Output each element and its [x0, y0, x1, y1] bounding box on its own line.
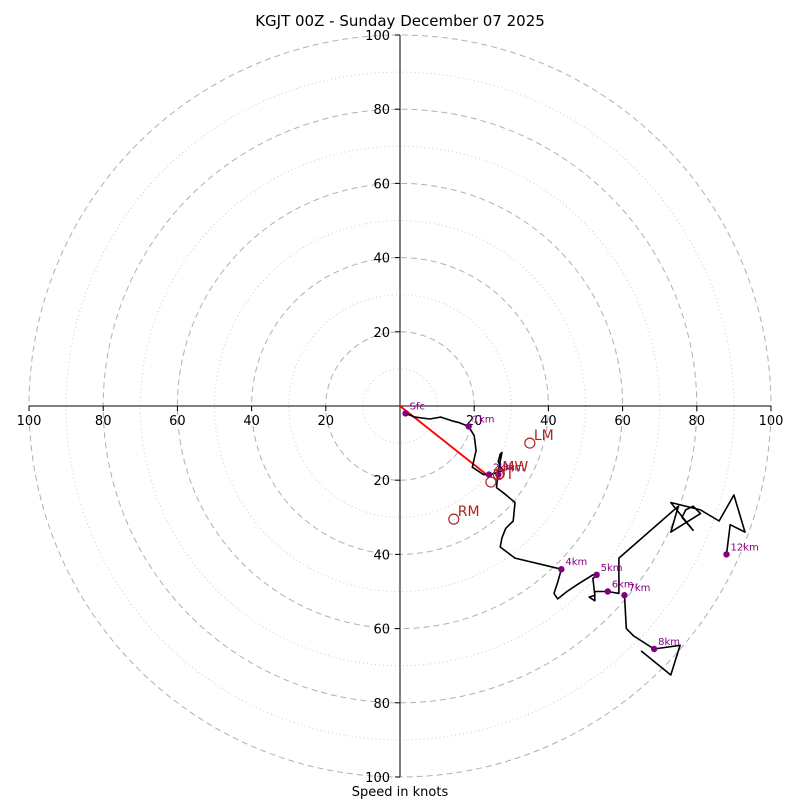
y-tick-label-neg-20: 20 — [373, 474, 390, 489]
height-label-5km: 5km — [601, 563, 623, 574]
height-marker-3km — [495, 471, 502, 478]
x-tick-label-100: 100 — [759, 414, 784, 429]
height-label-3km: 3km — [502, 463, 524, 474]
height-marker-12km — [723, 551, 730, 558]
height-marker-4km — [558, 566, 565, 573]
storm-motion-rm — [448, 513, 460, 525]
height-label-12km: 12km — [730, 542, 758, 553]
height-label-7km: 7km — [628, 583, 650, 594]
height-label-8km: 8km — [658, 637, 680, 648]
height-label-4km: 4km — [565, 557, 587, 568]
x-tick-label-neg-20: 20 — [318, 414, 335, 429]
x-tick-label-neg-40: 40 — [243, 414, 260, 429]
height-marker-6km — [604, 588, 611, 595]
height-label-sfc: Sfc — [410, 401, 425, 412]
y-tick-label-40: 40 — [373, 252, 390, 267]
x-tick-label-40: 40 — [540, 414, 557, 429]
x-tick-label-neg-60: 60 — [169, 414, 186, 429]
x-tick-label-80: 80 — [689, 414, 706, 429]
axes: 2020202040404040606060608080808010010010… — [17, 29, 784, 786]
height-marker-sfc — [402, 410, 409, 417]
y-tick-label-neg-100: 100 — [365, 771, 390, 786]
wind-trace-layer — [405, 412, 746, 676]
storm-motion-dt — [485, 476, 497, 488]
storm-motion-label-lm: LM — [534, 428, 554, 444]
storm-motion-lm — [524, 437, 536, 449]
storm-motion-label-dt: DT — [495, 467, 515, 483]
height-label-6km: 6km — [612, 580, 634, 591]
height-marker-5km — [593, 571, 600, 579]
height-marker-2km — [485, 471, 493, 478]
y-tick-label-60: 60 — [373, 177, 390, 192]
hodograph-trace-segment — [623, 595, 681, 676]
y-tick-label-neg-40: 40 — [373, 548, 390, 563]
y-tick-label-neg-80: 80 — [373, 697, 390, 712]
height-marker-8km — [650, 645, 658, 653]
chart-title: KGJT 00Z - Sunday December 07 2025 — [255, 12, 545, 30]
x-tick-label-neg-100: 100 — [17, 414, 42, 429]
x-tick-label-60: 60 — [614, 414, 631, 429]
x-tick-label-neg-80: 80 — [95, 414, 112, 429]
storm-motion-label-mw: MW — [502, 460, 528, 476]
height-marker-1km — [465, 423, 472, 430]
y-tick-label-20: 20 — [373, 326, 390, 341]
x-axis-label: Speed in knots — [352, 785, 449, 800]
height-label-1km: 1km — [473, 414, 495, 425]
y-tick-label-100: 100 — [365, 29, 390, 44]
hodograph-trace — [405, 412, 746, 602]
y-tick-label-80: 80 — [373, 103, 390, 118]
height-marker-7km — [621, 592, 628, 599]
storm-motion-label-rm: RM — [458, 504, 480, 520]
height-label-2km: 2km — [493, 463, 515, 474]
y-tick-label-neg-60: 60 — [373, 623, 390, 638]
storm-motion-mw — [492, 469, 504, 481]
